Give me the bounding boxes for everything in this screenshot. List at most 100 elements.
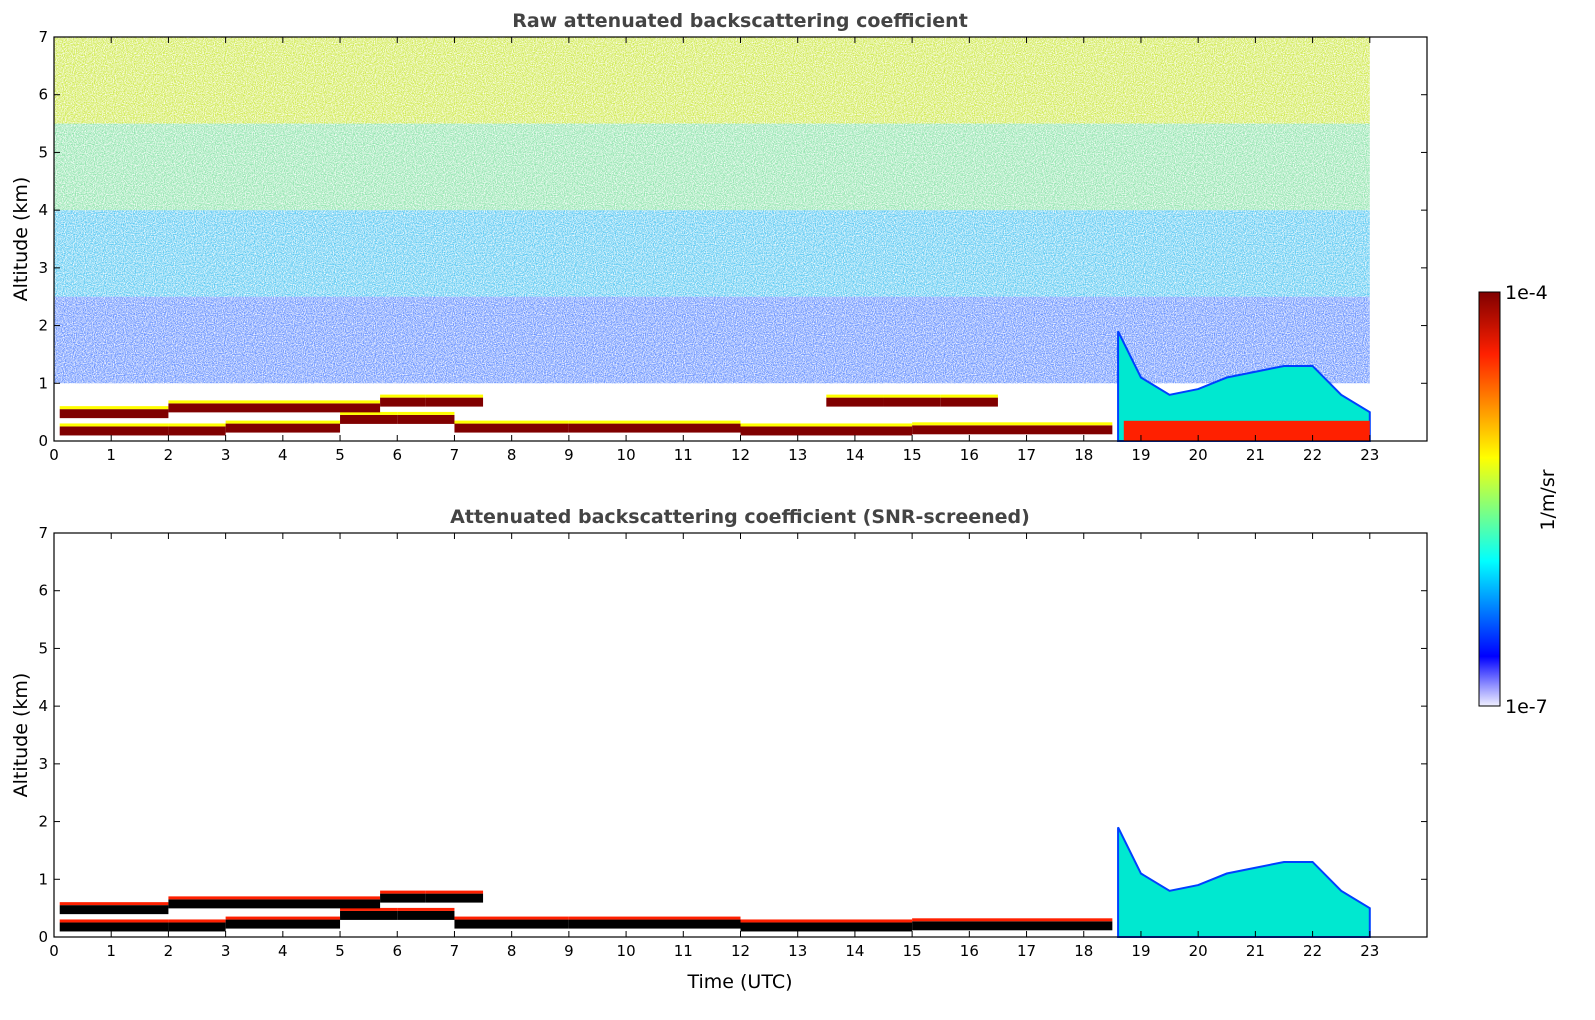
y-tick-label: 1	[38, 374, 48, 392]
noise-band	[54, 296, 1370, 384]
feature-layer-edge	[454, 420, 569, 424]
panel-screened: Attenuated backscattering coefficient (S…	[10, 506, 1428, 993]
panel-raw-noise-field	[54, 37, 1370, 384]
x-tick-label: 19	[1131, 446, 1150, 464]
feature-layer-edge	[168, 423, 226, 427]
feature-layer-edge	[454, 916, 569, 920]
feature-layer	[397, 414, 455, 424]
x-tick-label: 7	[450, 942, 460, 960]
feature-layer-edge	[340, 411, 398, 415]
x-tick-label: 21	[1246, 942, 1265, 960]
x-tick-label: 23	[1360, 446, 1379, 464]
x-tick-label: 10	[617, 942, 636, 960]
feature-layer	[740, 922, 913, 932]
feature-layer	[340, 414, 398, 424]
feature-layer	[425, 893, 484, 903]
feature-layer-edge	[168, 919, 226, 923]
feature-layer	[380, 397, 426, 407]
panel-raw: Raw attenuated backscattering coefficien…	[10, 10, 1428, 464]
feature-layer	[59, 409, 169, 419]
feature-layer-edge	[225, 916, 341, 920]
panel-screened-y-axis: 0 1 2 3 4 5 6 7	[38, 524, 1427, 946]
feature-layer	[454, 423, 569, 433]
x-tick-label: 21	[1246, 446, 1265, 464]
panel-screened-title: Attenuated backscattering coefficient (S…	[450, 506, 1030, 528]
x-tick-label: 22	[1303, 446, 1322, 464]
feature-layer-edge	[826, 394, 884, 398]
feature-layer	[912, 921, 1113, 931]
panel-raw-y-label: Altitude (km)	[10, 177, 32, 302]
feature-layer	[168, 899, 381, 909]
feature-layer-edge	[59, 902, 169, 906]
x-tick-label: 13	[788, 446, 807, 464]
x-tick-label: 5	[335, 942, 345, 960]
feature-layer-edge	[380, 890, 426, 894]
x-tick-label: 1	[106, 446, 116, 464]
feature-layer-edge	[168, 896, 381, 900]
feature-layer-edge	[740, 423, 913, 427]
feature-layer-edge	[425, 394, 484, 398]
feature-layer	[168, 426, 226, 436]
feature-layer	[59, 905, 169, 915]
feature-layer	[225, 423, 341, 433]
feature-layer-edge	[883, 394, 941, 398]
noise-band	[54, 210, 1370, 297]
panel-screened-plot-area	[59, 826, 1371, 938]
x-tick-label: 17	[1017, 942, 1036, 960]
x-tick-label: 6	[392, 942, 402, 960]
x-tick-label: 19	[1131, 942, 1150, 960]
feature-layer-edge	[168, 400, 381, 404]
x-tick-label: 13	[788, 942, 807, 960]
feature-layer	[225, 919, 341, 929]
colorbar-gradient	[1478, 291, 1501, 707]
x-tick-label: 12	[731, 446, 750, 464]
panel-raw-plot-area	[54, 37, 1371, 442]
x-tick-label: 5	[335, 446, 345, 464]
feature-layer	[568, 423, 741, 433]
y-tick-label: 2	[38, 317, 48, 335]
feature-layer-edge	[568, 420, 741, 424]
y-tick-label: 1	[38, 870, 48, 888]
feature-layer	[168, 922, 226, 932]
y-tick-label: 5	[38, 639, 48, 657]
x-tick-label: 14	[845, 942, 864, 960]
x-tick-label: 9	[564, 942, 574, 960]
y-tick-label: 4	[38, 201, 48, 219]
feature-layer-edge	[912, 918, 1113, 922]
x-tick-label: 14	[845, 446, 864, 464]
feature-layer	[425, 397, 484, 407]
y-tick-label: 2	[38, 813, 48, 831]
feature-layer	[59, 922, 169, 932]
x-tick-label: 0	[49, 942, 59, 960]
y-tick-label: 7	[38, 28, 48, 46]
x-tick-label: 18	[1074, 446, 1093, 464]
x-tick-label: 6	[392, 446, 402, 464]
feature-layer-edge	[59, 919, 169, 923]
x-tick-label: 23	[1360, 942, 1379, 960]
x-tick-label: 18	[1074, 942, 1093, 960]
feature-layer	[168, 403, 381, 413]
feature-layer	[568, 919, 741, 929]
y-tick-label: 7	[38, 524, 48, 542]
x-tick-label: 7	[450, 446, 460, 464]
feature-layer-edge	[397, 411, 455, 415]
y-tick-label: 6	[38, 582, 48, 600]
feature-layer	[59, 426, 169, 436]
y-tick-label: 0	[38, 432, 48, 450]
feature-layer	[1123, 420, 1370, 441]
x-tick-label: 15	[903, 446, 922, 464]
feature-layer-edge	[380, 394, 426, 398]
colorbar-max-label: 1e-4	[1505, 282, 1548, 304]
feature-layer	[380, 893, 426, 903]
feature-layer-edge	[568, 916, 741, 920]
feature-layer-edge	[340, 907, 398, 911]
x-tick-label: 15	[903, 942, 922, 960]
y-tick-label: 3	[38, 259, 48, 277]
x-tick-label: 9	[564, 446, 574, 464]
x-tick-label: 12	[731, 942, 750, 960]
feature-layer	[940, 397, 998, 407]
x-tick-label: 3	[221, 942, 231, 960]
feature-layer	[454, 919, 569, 929]
panel-raw-y-axis: 0 1 2 3 4 5 6 7	[38, 28, 1427, 450]
x-tick-label: 11	[674, 942, 693, 960]
